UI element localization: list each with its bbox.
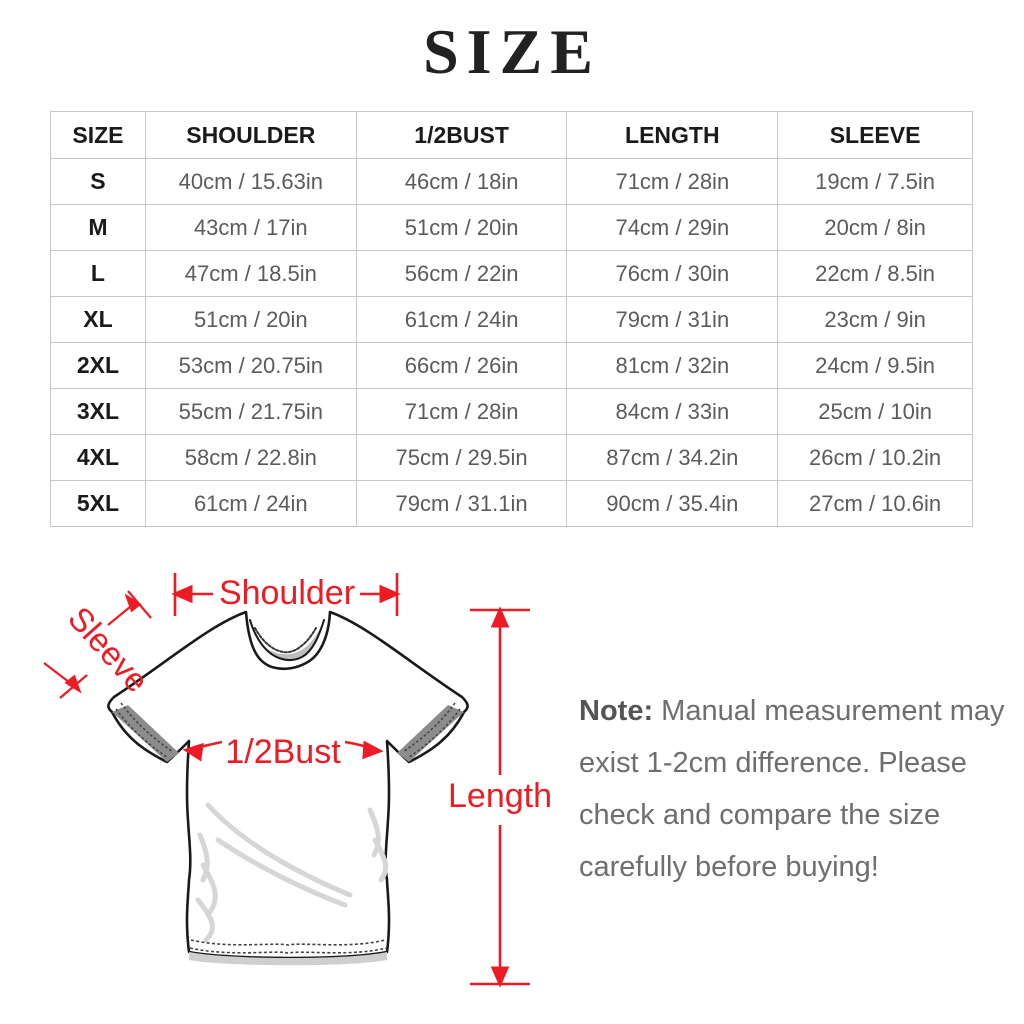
svg-text:Shoulder: Shoulder (219, 574, 355, 612)
svg-text:Length: Length (448, 777, 552, 815)
svg-text:1/2Bust: 1/2Bust (225, 733, 341, 771)
